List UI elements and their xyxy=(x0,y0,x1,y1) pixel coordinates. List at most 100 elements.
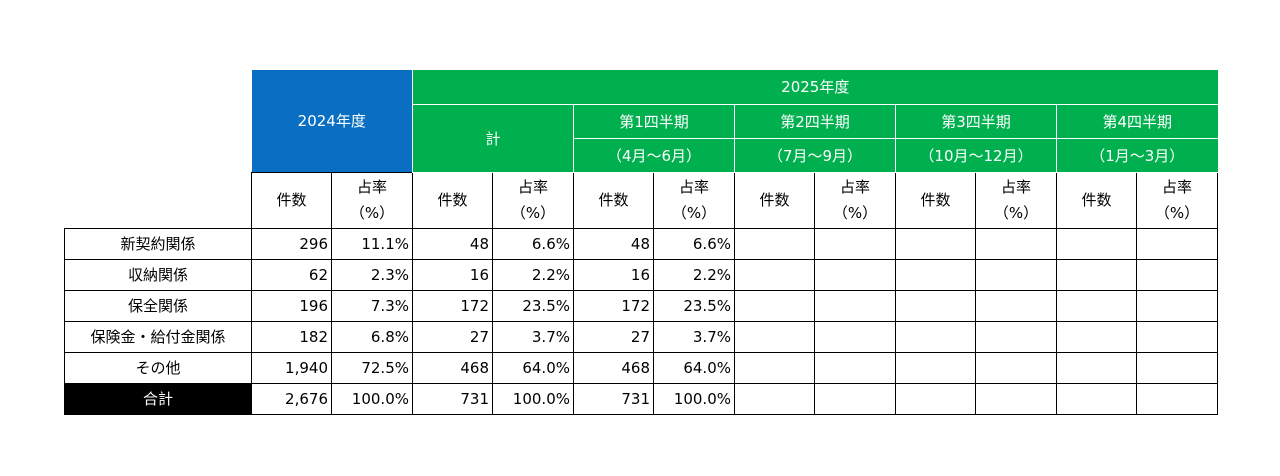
share-cell xyxy=(975,258,1057,291)
total-header: 計 xyxy=(412,104,574,173)
q3-period: （10月～12月） xyxy=(895,138,1057,173)
count-cell xyxy=(734,289,815,322)
share-cell: 100.0% xyxy=(653,382,735,415)
count-cell: 16 xyxy=(573,258,654,291)
share-cell xyxy=(814,227,896,260)
corner-empty xyxy=(65,70,252,104)
q2-header: 第2四半期 xyxy=(734,104,896,139)
count-cell: 196 xyxy=(251,289,332,322)
share-cell: 6.8% xyxy=(331,320,413,353)
row-label: 収納関係 xyxy=(64,258,252,291)
table-row: 新契約関係 296 11.1% 48 6.6% 48 6.6% xyxy=(64,227,1218,260)
share-cell: 100.0% xyxy=(492,382,574,415)
share-cell: 64.0% xyxy=(492,351,574,384)
fy2024-header: 2024年度 xyxy=(251,70,413,172)
share-cell: 100.0% xyxy=(331,382,413,415)
share-cell xyxy=(1136,227,1218,260)
count-cell: 27 xyxy=(573,320,654,353)
count-cell xyxy=(1056,351,1137,384)
count-cell xyxy=(734,351,815,384)
count-cell xyxy=(734,382,815,415)
share-cell: 2.2% xyxy=(653,258,735,291)
count-cell: 182 xyxy=(251,320,332,353)
count-cell: 27 xyxy=(412,320,493,353)
share-cell: 2.3% xyxy=(331,258,413,291)
row-label: 保全関係 xyxy=(64,289,252,322)
share-cell xyxy=(975,351,1057,384)
row-label: 保険金・給付金関係 xyxy=(64,320,252,353)
q1-period: （4月～6月） xyxy=(573,138,735,173)
count-cell: 172 xyxy=(573,289,654,322)
total-row-label: 合計 xyxy=(64,382,252,415)
share-cell: 11.1% xyxy=(331,227,413,260)
share-cell: 23.5% xyxy=(653,289,735,322)
count-cell: 731 xyxy=(412,382,493,415)
count-cell xyxy=(1056,258,1137,291)
share-cell: 64.0% xyxy=(653,351,735,384)
count-cell xyxy=(734,320,815,353)
share-cell: 7.3% xyxy=(331,289,413,322)
count-cell xyxy=(1056,227,1137,260)
count-cell xyxy=(895,258,976,291)
count-cell: 468 xyxy=(412,351,493,384)
row-label: 新契約関係 xyxy=(64,227,252,260)
count-cell xyxy=(895,227,976,260)
count-cell xyxy=(1056,382,1137,415)
count-cell: 731 xyxy=(573,382,654,415)
count-cell xyxy=(895,289,976,322)
share-cell xyxy=(814,382,896,415)
share-header: 占率 （%） xyxy=(331,171,413,229)
complaints-table: 2024年度 2025年度 計 第1四半期 第2四半期 第3四半期 第4四半期 … xyxy=(64,70,1218,415)
row-label: その他 xyxy=(64,351,252,384)
share-cell: 6.6% xyxy=(492,227,574,260)
count-cell xyxy=(734,258,815,291)
table-row: 合計 2,676 100.0% 731 100.0% 731 100.0% xyxy=(64,382,1218,415)
table-row: 保険金・給付金関係 182 6.8% 27 3.7% 27 3.7% xyxy=(64,320,1218,353)
share-cell xyxy=(814,289,896,322)
share-cell: 23.5% xyxy=(492,289,574,322)
count-header: 件数 xyxy=(573,171,654,229)
share-cell xyxy=(975,227,1057,260)
count-cell: 2,676 xyxy=(251,382,332,415)
share-cell xyxy=(814,258,896,291)
count-header: 件数 xyxy=(412,171,493,229)
q4-period: （1月～3月） xyxy=(1056,138,1218,173)
count-cell: 468 xyxy=(573,351,654,384)
q1-header: 第1四半期 xyxy=(573,104,735,139)
share-cell xyxy=(1136,289,1218,322)
share-cell xyxy=(975,320,1057,353)
share-cell: 3.7% xyxy=(653,320,735,353)
count-header: 件数 xyxy=(895,171,976,229)
count-cell xyxy=(1056,320,1137,353)
count-cell xyxy=(895,320,976,353)
share-cell xyxy=(1136,320,1218,353)
share-cell xyxy=(1136,382,1218,415)
share-cell xyxy=(1136,351,1218,384)
share-cell xyxy=(814,351,896,384)
table-row: 保全関係 196 7.3% 172 23.5% 172 23.5% xyxy=(64,289,1218,322)
q3-header: 第3四半期 xyxy=(895,104,1057,139)
fy2025-header: 2025年度 xyxy=(412,70,1218,105)
count-header: 件数 xyxy=(251,171,332,229)
share-cell: 72.5% xyxy=(331,351,413,384)
table-row: その他 1,940 72.5% 468 64.0% 468 64.0% xyxy=(64,351,1218,384)
count-cell xyxy=(895,351,976,384)
count-header: 件数 xyxy=(734,171,815,229)
count-header: 件数 xyxy=(1056,171,1137,229)
share-header: 占率 （%） xyxy=(653,171,735,229)
share-cell: 2.2% xyxy=(492,258,574,291)
count-cell: 16 xyxy=(412,258,493,291)
table-row: 収納関係 62 2.3% 16 2.2% 16 2.2% xyxy=(64,258,1218,291)
count-cell: 296 xyxy=(251,227,332,260)
share-header: 占率 （%） xyxy=(814,171,896,229)
count-cell: 62 xyxy=(251,258,332,291)
q4-header: 第4四半期 xyxy=(1056,104,1218,139)
count-cell: 172 xyxy=(412,289,493,322)
share-cell xyxy=(1136,258,1218,291)
share-cell xyxy=(814,320,896,353)
count-cell: 48 xyxy=(412,227,493,260)
share-header: 占率 （%） xyxy=(975,171,1057,229)
count-cell xyxy=(734,227,815,260)
share-header: 占率 （%） xyxy=(492,171,574,229)
count-cell xyxy=(895,382,976,415)
